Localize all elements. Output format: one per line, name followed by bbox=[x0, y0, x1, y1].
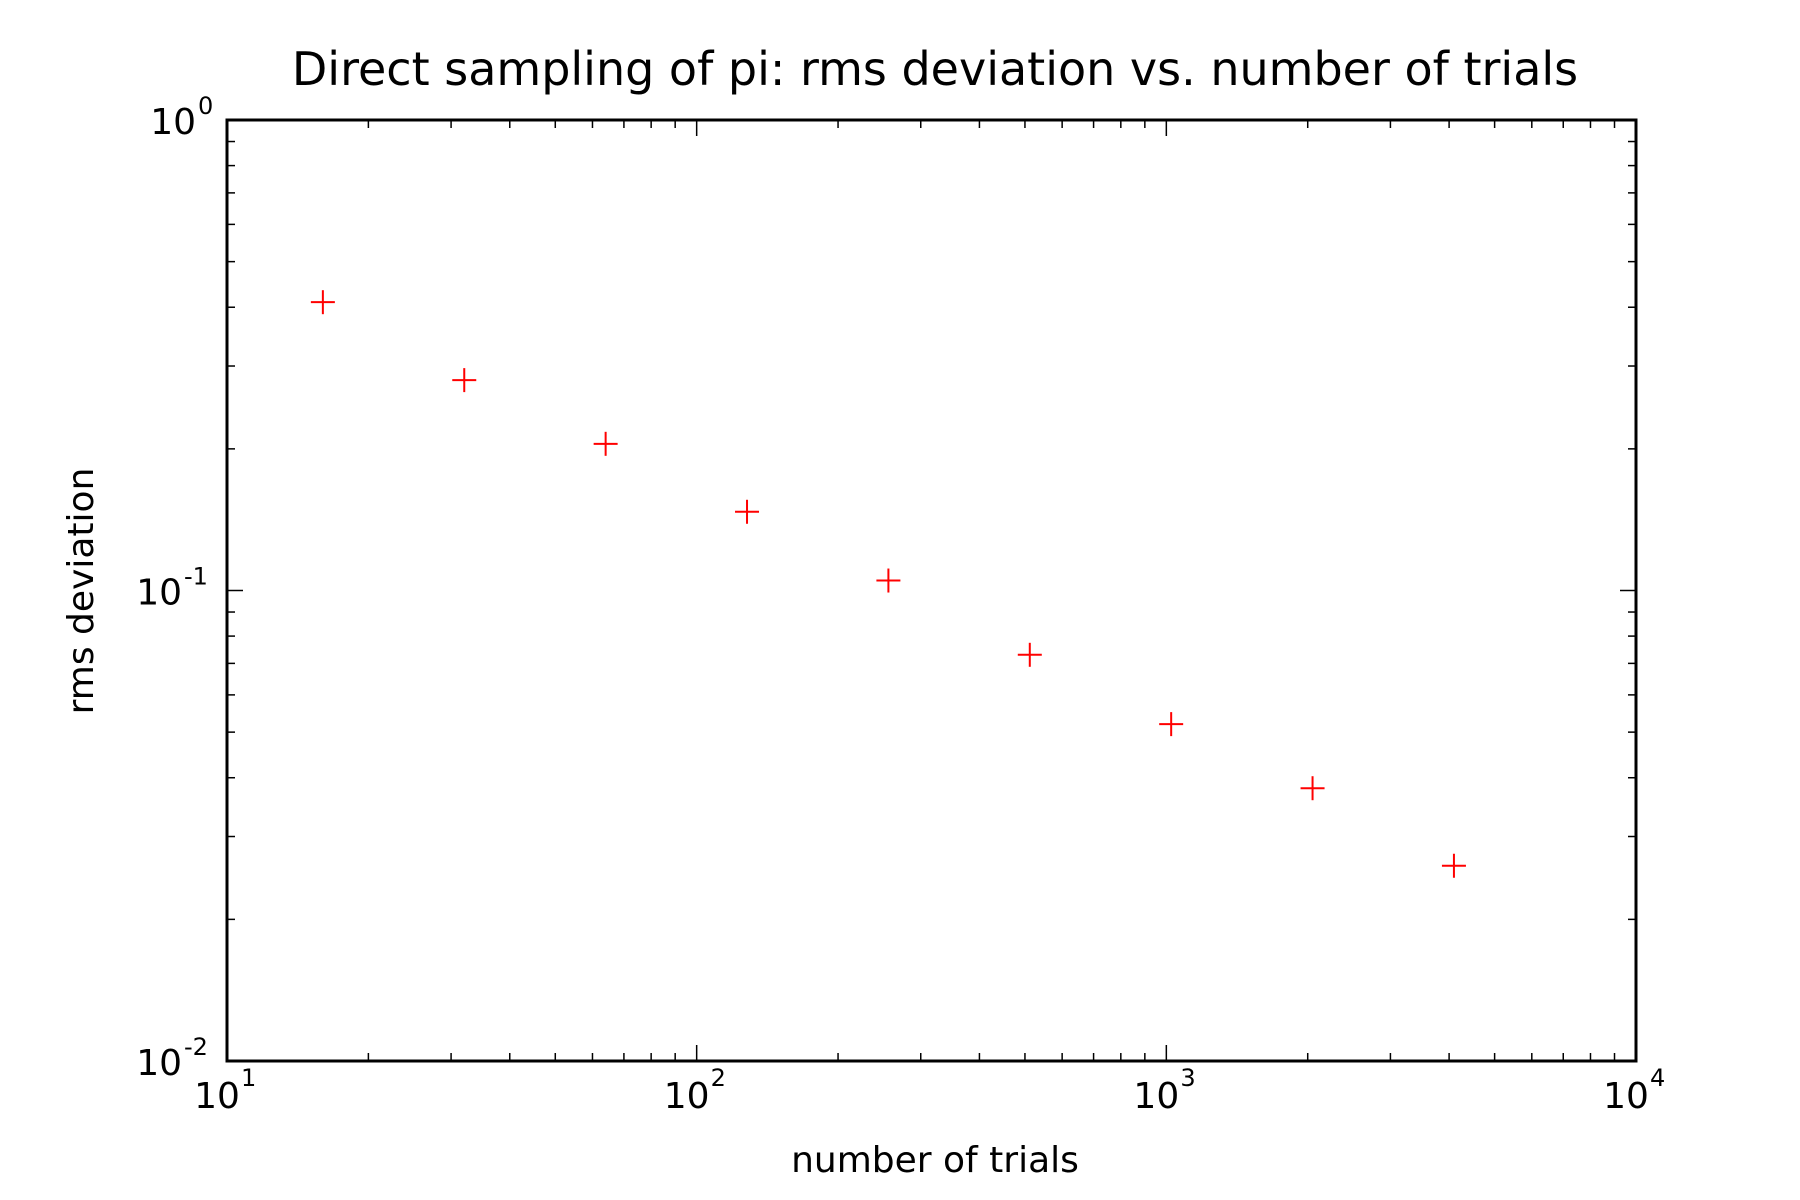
y-tick-label-exponent: 0 bbox=[198, 92, 213, 120]
x-tick-label-exponent: 4 bbox=[1650, 1064, 1665, 1092]
x-tick-label-exponent: 1 bbox=[241, 1064, 256, 1092]
x-tick-label: 10 bbox=[664, 1076, 710, 1117]
data-point bbox=[876, 568, 901, 593]
x-tick-label: 10 bbox=[1133, 1076, 1179, 1117]
data-point bbox=[452, 368, 477, 393]
data-point bbox=[1441, 853, 1466, 878]
y-tick-label: 10 bbox=[136, 573, 182, 614]
x-tick-label-exponent: 3 bbox=[1180, 1064, 1195, 1092]
x-axis-label: number of trials bbox=[791, 1140, 1079, 1181]
data-point bbox=[735, 499, 760, 524]
plot-frame bbox=[225, 118, 1638, 1063]
x-tick-label: 10 bbox=[194, 1076, 240, 1117]
axis-ticks bbox=[226, 120, 1636, 1062]
tick-labels: 10 1 10 2 10 3 10 410 -210 -110 0 bbox=[136, 92, 1665, 1117]
data-point bbox=[1159, 712, 1184, 737]
y-tick-label: 10 bbox=[150, 102, 196, 143]
data-points bbox=[310, 290, 1466, 878]
chart-title: Direct sampling of pi: rms deviation vs.… bbox=[292, 42, 1578, 96]
x-tick-label-exponent: 2 bbox=[711, 1064, 726, 1092]
data-point bbox=[1017, 642, 1042, 667]
y-tick-label-exponent: -1 bbox=[184, 563, 208, 591]
x-tick-label: 10 bbox=[1603, 1076, 1649, 1117]
y-tick-label-exponent: -2 bbox=[184, 1033, 208, 1061]
y-axis-label: rms deviation bbox=[61, 468, 102, 715]
data-point bbox=[593, 431, 618, 456]
data-point bbox=[310, 290, 335, 315]
y-tick-label: 10 bbox=[136, 1043, 182, 1084]
data-point bbox=[1300, 776, 1325, 801]
